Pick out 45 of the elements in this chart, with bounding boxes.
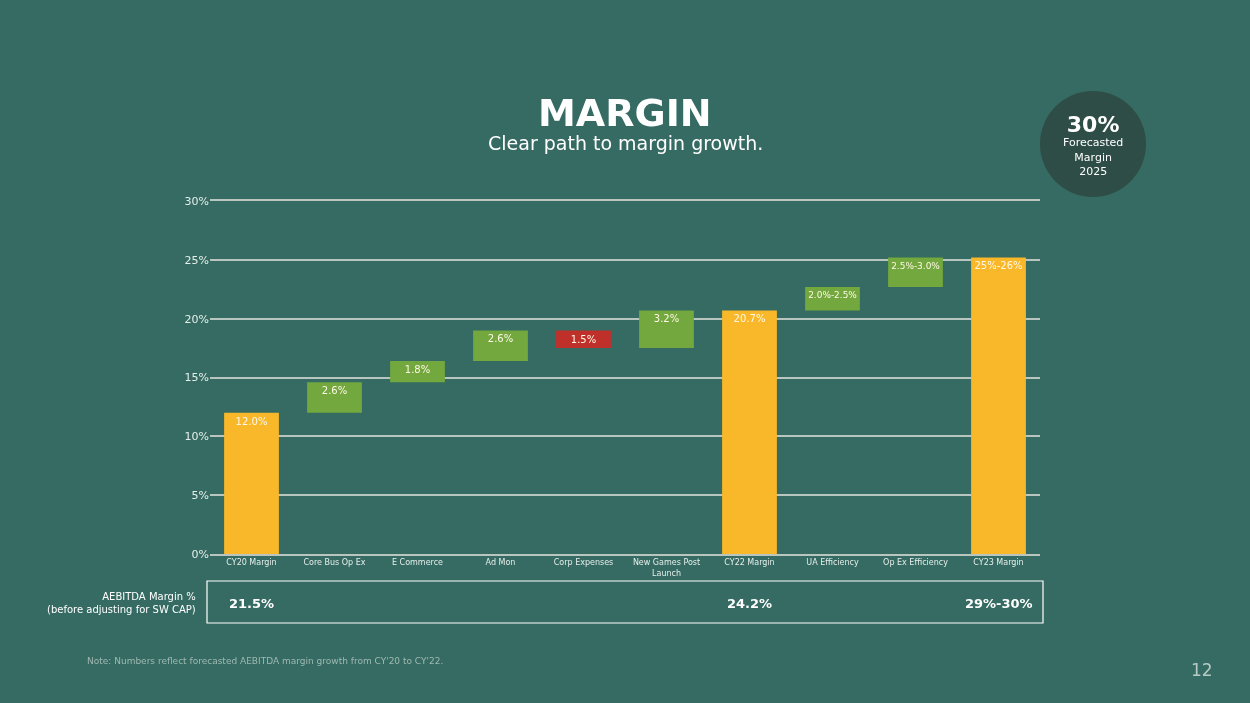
x-tick-label: New Games Post Launch [632, 558, 701, 578]
data-label: 1.8% [404, 364, 431, 376]
bar [390, 361, 445, 383]
data-label: 2.6% [487, 333, 514, 345]
bar [473, 330, 528, 362]
x-tick-label: Ad Mon [485, 558, 516, 568]
bar [556, 330, 611, 349]
text: 29%-30% [965, 596, 1033, 611]
chart-subtitle: Clear path to margin growth. [488, 132, 764, 154]
data-label: 25%-26% [974, 260, 1023, 272]
x-tick-label: Core Bus Op Ex [303, 558, 366, 568]
x-tick-label: E Commerce [391, 558, 444, 568]
y-tick-label: 5% [191, 489, 209, 503]
text: Note: Numbers reflect forecasted AEBITDA margin growth from CY'20 to CY'22. [87, 656, 444, 666]
text: 21.5% [229, 596, 275, 611]
data-label: 20.7% [733, 313, 766, 325]
y-tick-label: 0% [191, 547, 209, 561]
data-label: 12.0% [235, 415, 268, 427]
text: 30% Forecasted Margin 2025 [1063, 112, 1124, 178]
chart-title: MARGIN [538, 91, 712, 135]
bar [971, 257, 1026, 554]
data-label: 2.0%-2.5% [808, 289, 858, 300]
y-tick-label: 10% [184, 430, 209, 444]
data-label: 2.5%-3.0% [891, 260, 941, 271]
data-label: 1.5% [570, 334, 597, 346]
bar [639, 310, 694, 349]
x-tick-label: CY23 Margin [973, 558, 1024, 568]
bar [224, 412, 279, 554]
bar [888, 257, 943, 287]
y-tick-label: 25% [184, 253, 209, 267]
data-label: 3.2% [653, 313, 680, 325]
x-tick-label: CY22 Margin [724, 558, 775, 568]
text: 12 [1191, 660, 1213, 680]
text: AEBITDA Margin % (before adjusting for SW CAP) [47, 591, 196, 615]
x-tick-label: CY20 Margin [226, 558, 277, 568]
x-tick-label: Corp Expenses [553, 558, 614, 568]
bar [722, 310, 777, 554]
y-tick-label: 15% [184, 371, 209, 385]
bar [307, 382, 362, 413]
text: 24.2% [727, 596, 773, 611]
y-tick-label: 30% [184, 194, 209, 208]
x-tick-label: Op Ex Efficiency [883, 558, 949, 568]
x-tick-label: UA Efficiency [806, 558, 859, 568]
data-label: 2.6% [321, 385, 348, 397]
y-tick-label: 20% [184, 312, 209, 326]
